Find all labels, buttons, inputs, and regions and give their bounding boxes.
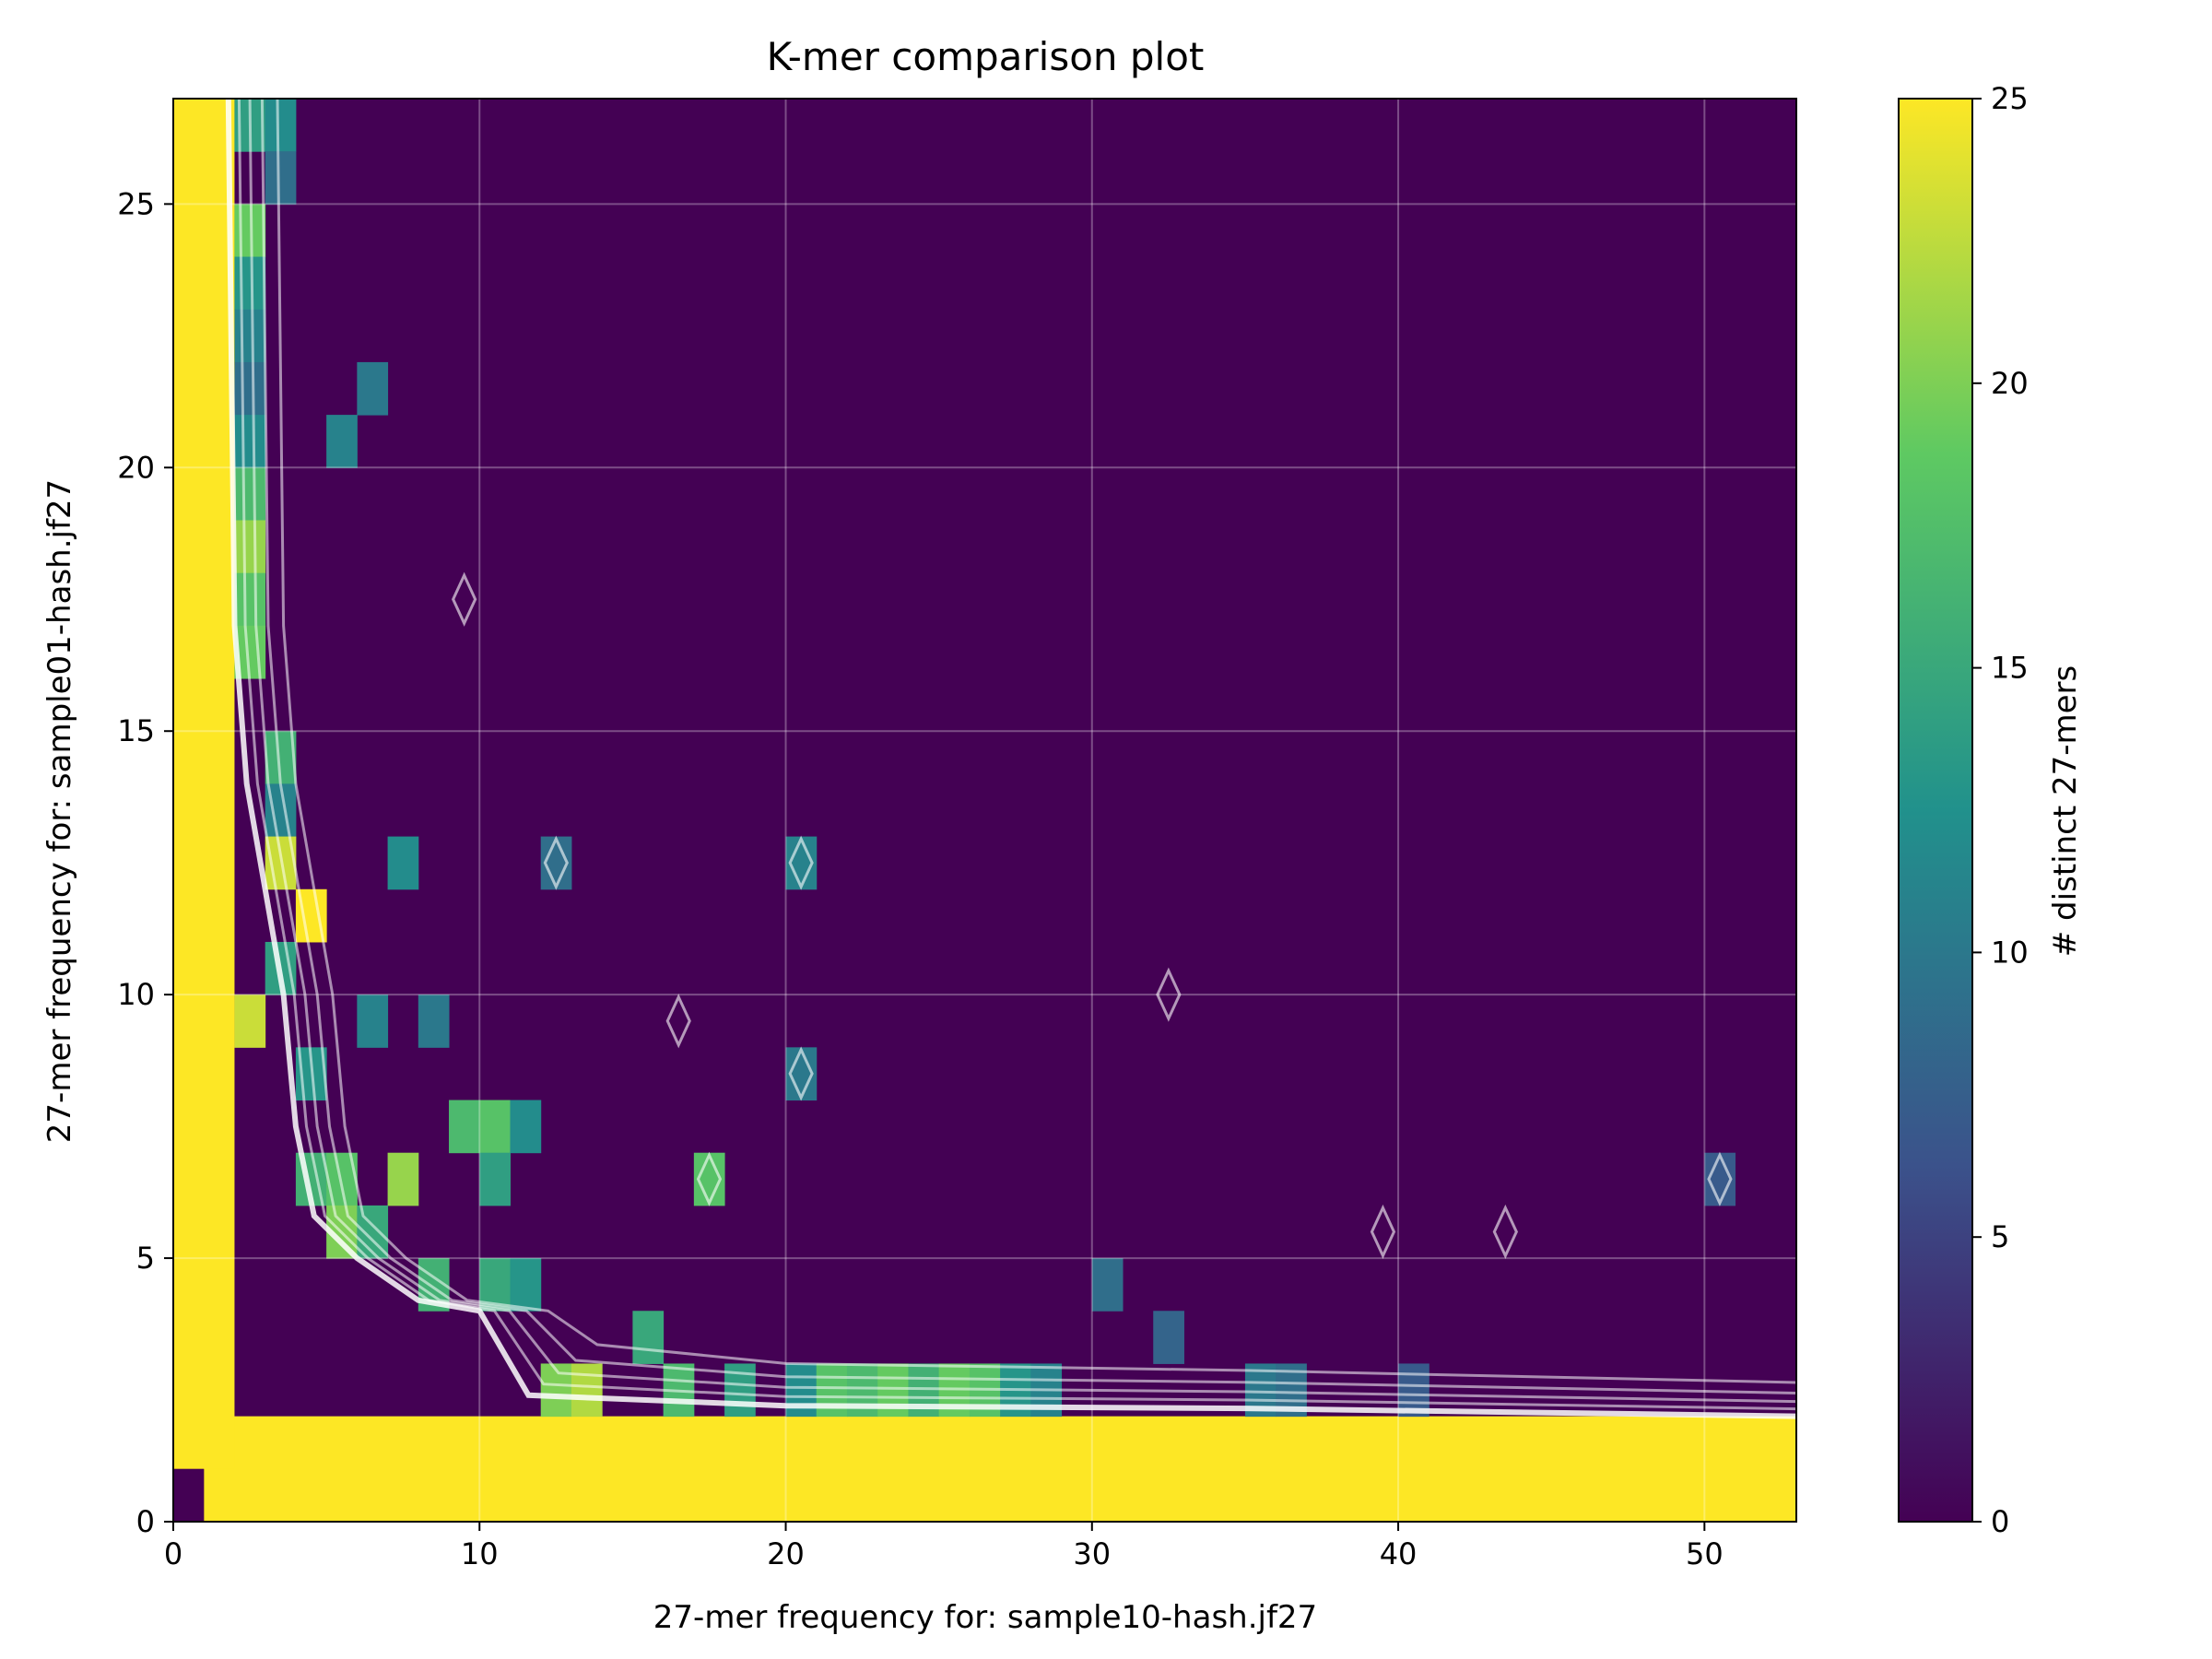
colorbar-tick-label: 20 [1991,366,2029,401]
heatmap-cell [1091,1258,1124,1312]
x-tick-label: 50 [1686,1536,1724,1571]
heatmap-saturated-region [204,1416,1796,1522]
plot-frame [172,98,1797,1523]
contour-loop [451,571,477,627]
contour-loop [696,1151,723,1206]
heatmap-cell [234,256,266,311]
y-tick-label: 0 [136,1504,155,1539]
colorbar-tick-label: 15 [1991,651,2029,686]
x-axis-label: 27-mer frequency for: sample10-hash.jf27 [653,1599,1317,1636]
colorbar-tick-label: 5 [1991,1219,2009,1254]
x-tick-label: 20 [767,1536,805,1571]
contour-loop [1370,1204,1396,1260]
heatmap-cell [510,1100,542,1154]
contour-line [260,98,1797,1394]
heatmap-cell [173,1468,205,1522]
heatmap-cell [1398,1363,1430,1418]
heatmap-cell [418,994,450,1048]
y-axis-label: 27-mer frequency for: sample01-hash.jf27 [41,479,78,1143]
heatmap-cell [326,415,358,468]
heatmap-cell [571,1363,603,1418]
heatmap-cell [1153,1311,1184,1364]
contour-loop [788,835,814,890]
heatmap-cell [265,151,297,205]
heatmap-cell [234,994,266,1048]
heatmap-cell [234,467,266,521]
colorbar-ticks: 0 5 10 15 20 25 [1972,81,2029,1539]
heatmap-cell [479,1100,511,1154]
chart-title: K-mer comparison plot [767,34,1205,79]
colorbar-tick-label: 25 [1991,81,2029,116]
contour-line [225,98,1797,1419]
heatmap-background [173,99,1796,1522]
heatmap-cell [357,361,389,416]
contour-loop [665,994,691,1049]
x-tick-label: 0 [164,1536,182,1571]
contour-loop [1707,1151,1733,1206]
contour-lines [225,98,1797,1419]
heatmap-cell [387,1152,419,1206]
heatmap-cell [234,309,266,363]
heatmap-cell [387,836,419,890]
heatmap-cell [234,361,266,416]
contour-loop [788,1046,814,1101]
x-axis: 0 10 20 30 40 50 [164,1522,1724,1571]
x-tick-label: 30 [1073,1536,1111,1571]
y-tick-label: 5 [136,1241,155,1276]
heatmap-cell [632,1311,665,1364]
y-tick-label: 15 [117,713,155,748]
contour-loop [1492,1204,1519,1260]
heatmap-cell [234,572,266,627]
contour-line [276,98,1797,1384]
heatmap-cell [357,994,389,1048]
colorbar-tick-label: 10 [1991,935,2029,970]
colorbar-tick-label: 0 [1991,1504,2009,1539]
y-tick-label: 20 [117,450,155,485]
y-tick-label: 10 [117,977,155,1012]
contour-loop [543,835,569,890]
colorbar [1898,98,1973,1523]
heatmap-saturated-region [173,99,235,1469]
contour-line [248,98,1797,1404]
heatmap-cell [234,520,266,574]
y-axis: 0 5 10 15 20 25 [117,186,173,1539]
contour-loop [1156,967,1182,1022]
heatmap-cell [785,1363,818,1418]
heatmap-cell [234,415,266,468]
heatmap-cell [479,1152,511,1206]
contour-line [237,98,1797,1411]
colorbar-label: # distinct 27-mers [2047,665,2084,957]
heatmap-cell [510,1258,542,1312]
x-tick-label: 40 [1380,1536,1418,1571]
x-tick-label: 10 [461,1536,499,1571]
plot-area [172,98,1797,1523]
heatmap-cell [449,1100,480,1154]
y-tick-label: 25 [117,186,155,221]
heatmap-cell [265,99,297,152]
